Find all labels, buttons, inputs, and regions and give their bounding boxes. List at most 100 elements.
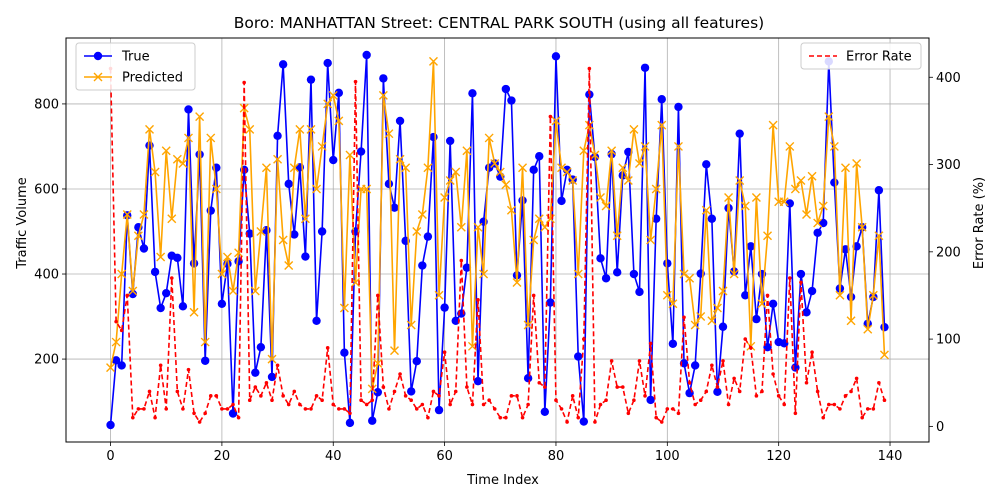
data-point [434, 405, 444, 415]
data-point [184, 105, 193, 114]
data-point [242, 80, 246, 85]
data-point [760, 389, 764, 394]
data-point [317, 227, 327, 236]
data-point [181, 407, 185, 411]
data-point [128, 289, 138, 299]
data-point [373, 388, 382, 397]
data-point [325, 346, 330, 350]
y-left-tick-label: 400 [34, 268, 59, 283]
y-axis-label-left: Traffic Volume [15, 177, 30, 270]
data-point [314, 394, 319, 398]
data-point [593, 420, 597, 424]
data-point [765, 293, 770, 298]
data-point [882, 398, 887, 402]
x-tick-label: 20 [214, 449, 231, 464]
data-point [161, 146, 171, 156]
data-point [752, 314, 761, 324]
data-point [646, 235, 656, 245]
data-point [612, 231, 622, 241]
data-point [718, 286, 728, 296]
data-point [852, 158, 862, 168]
data-point [868, 290, 878, 300]
data-point [574, 352, 583, 361]
data-point [445, 175, 455, 185]
x-tick-label: 140 [878, 449, 903, 464]
legend-marker [93, 72, 103, 82]
data-point [710, 363, 714, 368]
data-point [548, 114, 553, 119]
data-point [857, 222, 867, 232]
x-tick-label: 80 [548, 449, 565, 464]
data-point [451, 167, 461, 177]
data-point [342, 407, 347, 411]
data-point [178, 302, 188, 311]
data-point [696, 312, 706, 322]
data-point [220, 407, 224, 411]
data-point [840, 163, 850, 173]
data-point [133, 231, 143, 241]
data-point [373, 358, 383, 368]
data-point [635, 287, 644, 297]
data-point [340, 348, 349, 357]
data-point [501, 84, 511, 94]
data-point [222, 252, 232, 262]
data-point [186, 367, 191, 372]
x-tick-label: 40 [325, 449, 342, 464]
data-point [520, 415, 525, 420]
data-point [256, 227, 266, 236]
data-point [676, 411, 681, 416]
data-point [273, 131, 282, 141]
data-point [690, 320, 700, 330]
data-point [423, 232, 433, 241]
data-point [863, 324, 873, 334]
data-point [565, 420, 569, 424]
data-point [824, 112, 834, 122]
data-point [428, 56, 438, 66]
legend-right: Error Rate [800, 42, 922, 70]
data-point [615, 385, 620, 389]
data-point [192, 411, 196, 416]
data-point [726, 402, 731, 407]
data-point [523, 320, 533, 330]
data-point [251, 368, 260, 377]
data-point [261, 163, 271, 173]
data-point [607, 146, 617, 156]
data-point [345, 150, 355, 160]
data-point [339, 303, 349, 313]
data-point [529, 235, 539, 245]
data-point [312, 316, 321, 325]
data-point [768, 299, 778, 308]
data-point [796, 175, 806, 185]
data-point [211, 184, 221, 194]
data-point [732, 376, 736, 381]
data-point [278, 235, 288, 245]
data-point [345, 418, 355, 428]
series-error-rate [108, 66, 887, 424]
data-point [729, 269, 739, 279]
data-point [295, 124, 305, 134]
data-point [554, 398, 558, 402]
data-point [451, 316, 460, 325]
data-point [790, 184, 800, 194]
data-point [846, 292, 856, 302]
data-point [195, 150, 204, 159]
x-tick-label: 60 [436, 449, 453, 464]
data-point [267, 372, 277, 382]
data-point [640, 63, 650, 72]
data-point [740, 201, 750, 211]
data-point [826, 402, 831, 407]
data-point [707, 214, 717, 223]
data-point [259, 394, 263, 398]
data-point [147, 389, 152, 394]
data-point [390, 203, 399, 212]
data-point [788, 276, 792, 280]
data-point [846, 316, 856, 326]
data-point [481, 402, 486, 407]
data-point [409, 398, 414, 402]
data-point [368, 416, 377, 425]
data-point [139, 209, 149, 219]
data-point [702, 160, 711, 169]
data-point [334, 88, 344, 98]
y-right-tick-label: 400 [936, 71, 961, 86]
data-point [768, 120, 778, 130]
